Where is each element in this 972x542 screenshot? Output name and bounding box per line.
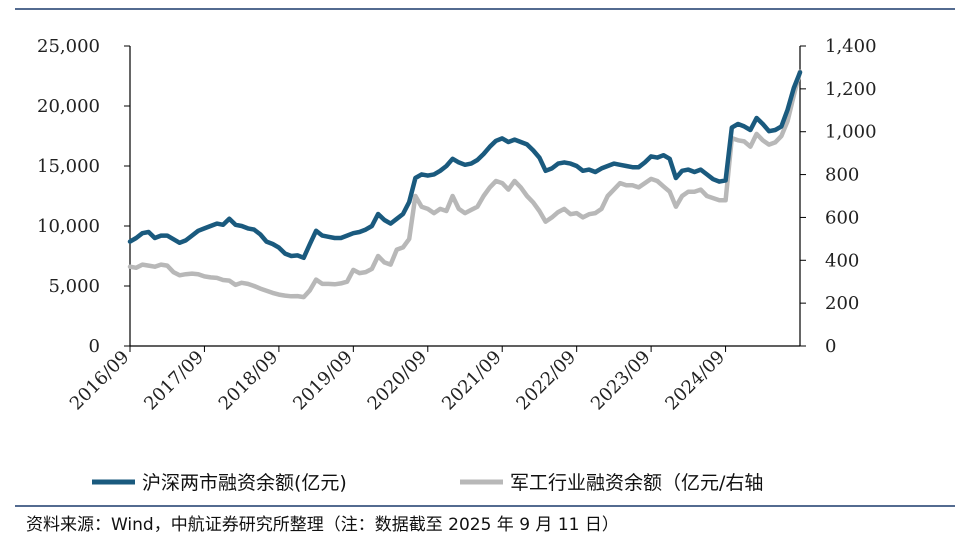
x-tick-label: 2024/09 xyxy=(661,347,729,415)
legend-label-defense-margin: 军工行业融资余额（亿元/右轴 xyxy=(510,472,763,494)
y-right-tick-label: 1,400 xyxy=(825,36,877,57)
x-tick-label: 2018/09 xyxy=(215,347,283,415)
y-right-tick-label: 800 xyxy=(825,165,859,186)
axes xyxy=(129,46,801,347)
series-line-1 xyxy=(127,69,803,300)
y-right-tick-label: 1,000 xyxy=(825,122,877,143)
x-axis: 2016/09 2017/09 2018/09 2019/09 2020/09 2021/… xyxy=(66,346,729,414)
x-tick-label: 2021/09 xyxy=(438,347,506,415)
y-left-tick-label: 20,000 xyxy=(37,96,100,117)
legend-label-market-margin: 沪深两市融资余额(亿元) xyxy=(142,472,347,494)
series-line-0 xyxy=(127,70,803,261)
y-left-tick-label: 10,000 xyxy=(37,216,100,237)
y-left-tick-label: 15,000 xyxy=(37,156,100,177)
y-right-tick-label: 1,200 xyxy=(825,79,877,100)
y-left-axis: 0 5,000 10,000 15,000 20,000 25,000 xyxy=(37,36,130,357)
y-right-tick-label: 400 xyxy=(825,250,859,271)
x-tick-label: 2019/09 xyxy=(289,347,357,415)
y-left-tick-label: 25,000 xyxy=(37,36,100,57)
y-right-tick-label: 200 xyxy=(825,293,859,314)
x-tick-label: 2020/09 xyxy=(364,347,432,415)
series-lines xyxy=(127,69,803,300)
legend: 沪深两市融资余额(亿元) 军工行业融资余额（亿元/右轴 xyxy=(92,472,763,494)
source-note: 资料来源：Wind，中航证券研究所整理（注：数据截至 2025 年 9 月 11… xyxy=(26,515,619,535)
y-left-tick-label: 5,000 xyxy=(48,276,100,297)
x-tick-label: 2023/09 xyxy=(587,347,655,415)
x-tick-label: 2017/09 xyxy=(140,347,208,415)
y-right-tick-label: 600 xyxy=(825,207,859,228)
y-right-tick-label: 0 xyxy=(825,336,836,357)
y-left-tick-label: 0 xyxy=(89,336,100,357)
y-right-axis: 0 200 400 600 800 1,000 1,200 1,400 xyxy=(800,36,877,357)
x-tick-label: 2022/09 xyxy=(512,347,580,415)
